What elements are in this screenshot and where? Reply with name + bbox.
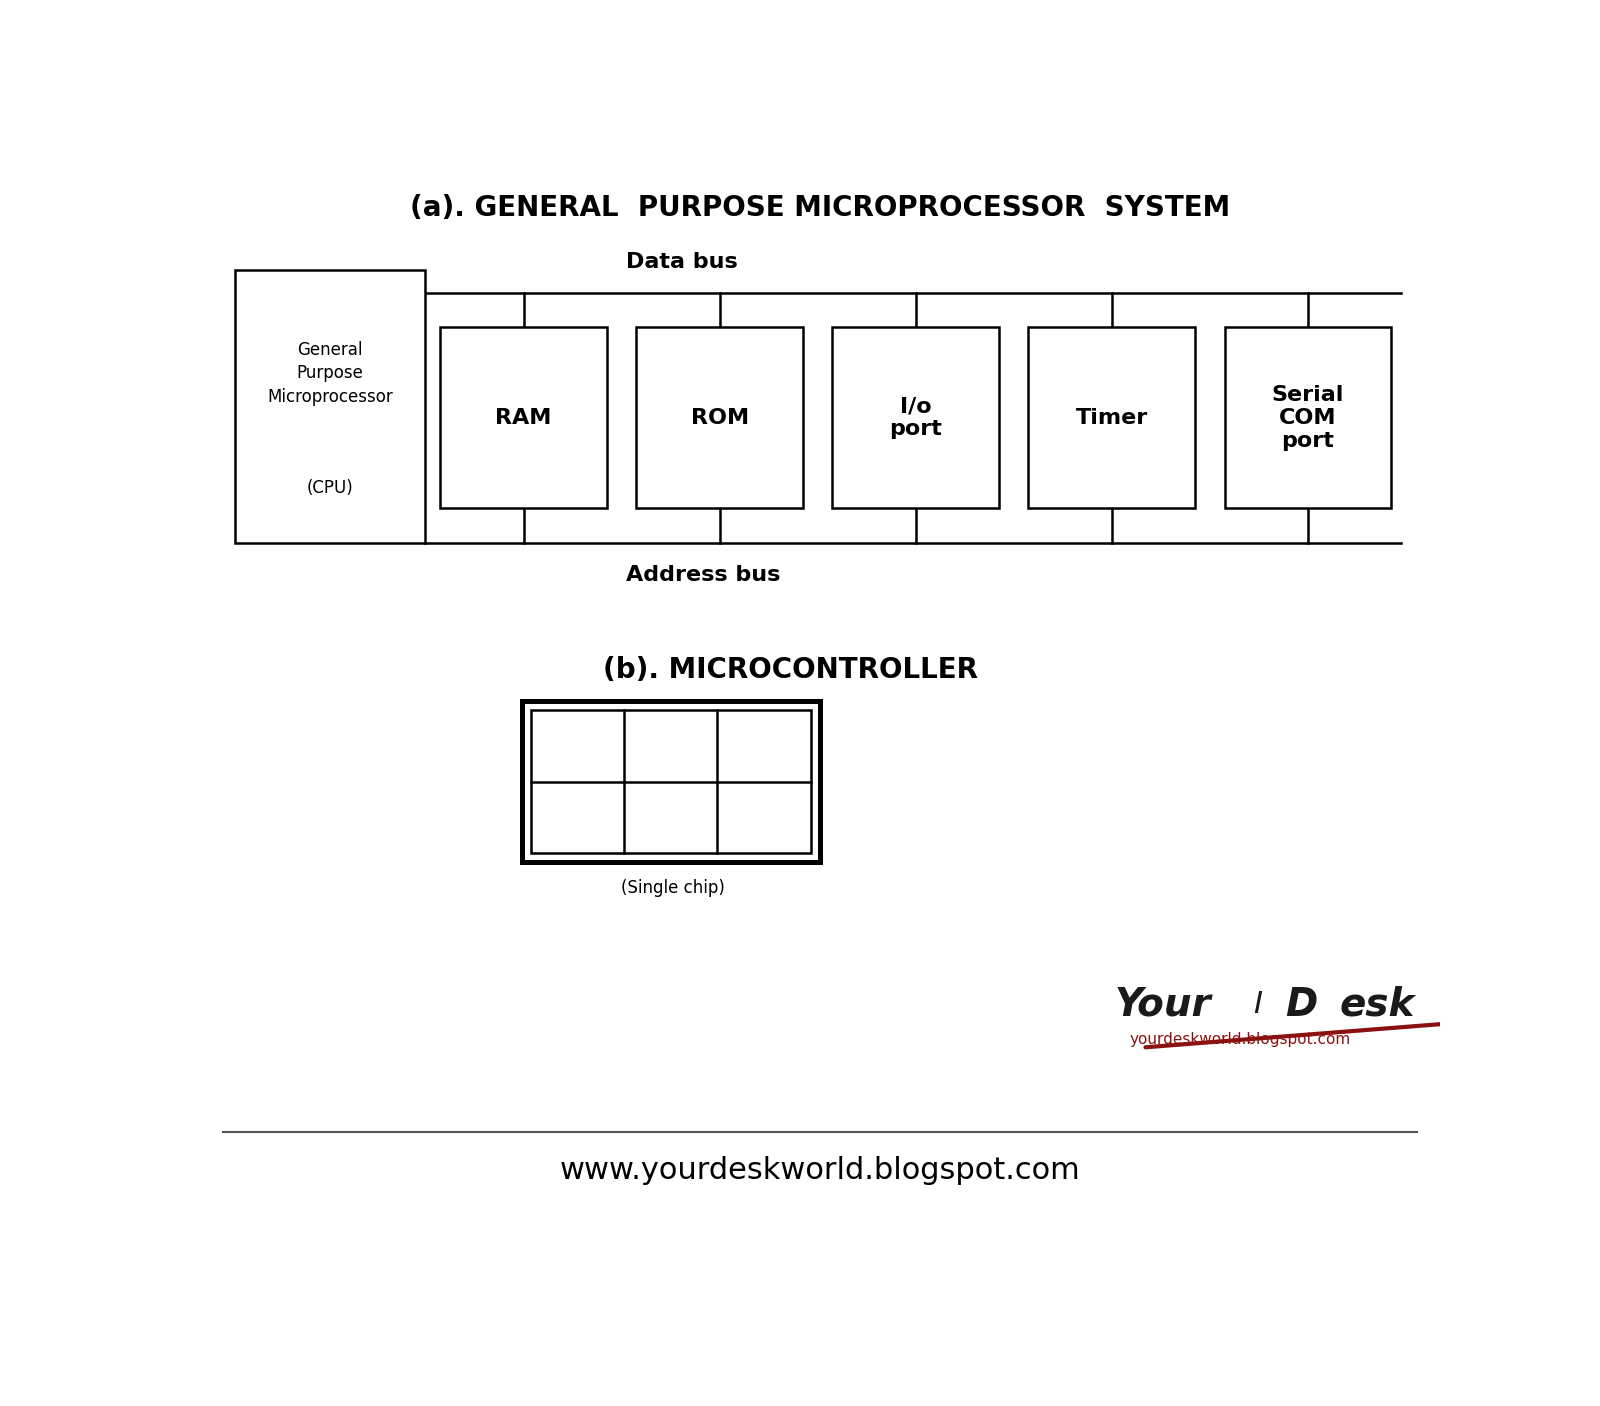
Text: (a). GENERAL  PURPOSE MICROPROCESSOR  SYSTEM: (a). GENERAL PURPOSE MICROPROCESSOR SYST… [410,194,1230,222]
Text: Address bus: Address bus [626,565,781,585]
Text: RAM: RAM [651,737,691,755]
Text: Timer: Timer [646,808,694,827]
Bar [235,270,424,543]
Text: yourdeskworld.blogspot.com: yourdeskworld.blogspot.com [1130,1032,1352,1047]
Bar [440,328,606,509]
Text: Data bus: Data bus [626,252,738,271]
Text: ROM: ROM [742,737,786,755]
Text: I: I [1253,990,1262,1019]
Bar [832,328,998,509]
Text: (CPU): (CPU) [307,479,354,498]
Text: CPU: CPU [560,737,595,755]
Text: Serial
COM
port: Serial COM port [741,787,787,848]
Bar [637,328,803,509]
Text: General
Purpose
Microprocessor: General Purpose Microprocessor [267,340,392,406]
Bar [1224,328,1390,509]
Bar [531,710,811,853]
Text: esk: esk [1339,986,1414,1024]
Text: www.yourdeskworld.blogspot.com: www.yourdeskworld.blogspot.com [560,1156,1080,1185]
Text: Timer: Timer [1075,408,1147,427]
Text: Your: Your [1115,986,1211,1024]
Text: (Single chip): (Single chip) [621,879,725,897]
Text: D: D [1285,986,1317,1024]
Bar [1029,328,1195,509]
Text: Serial
COM
port: Serial COM port [1272,385,1344,451]
Text: (b). MICROCONTROLLER: (b). MICROCONTROLLER [603,657,978,683]
Text: RAM: RAM [496,408,552,427]
Text: I/o
port: I/o port [560,799,595,837]
Bar [522,700,819,862]
Text: I/o
port: I/o port [890,396,942,440]
Text: ROM: ROM [691,408,749,427]
